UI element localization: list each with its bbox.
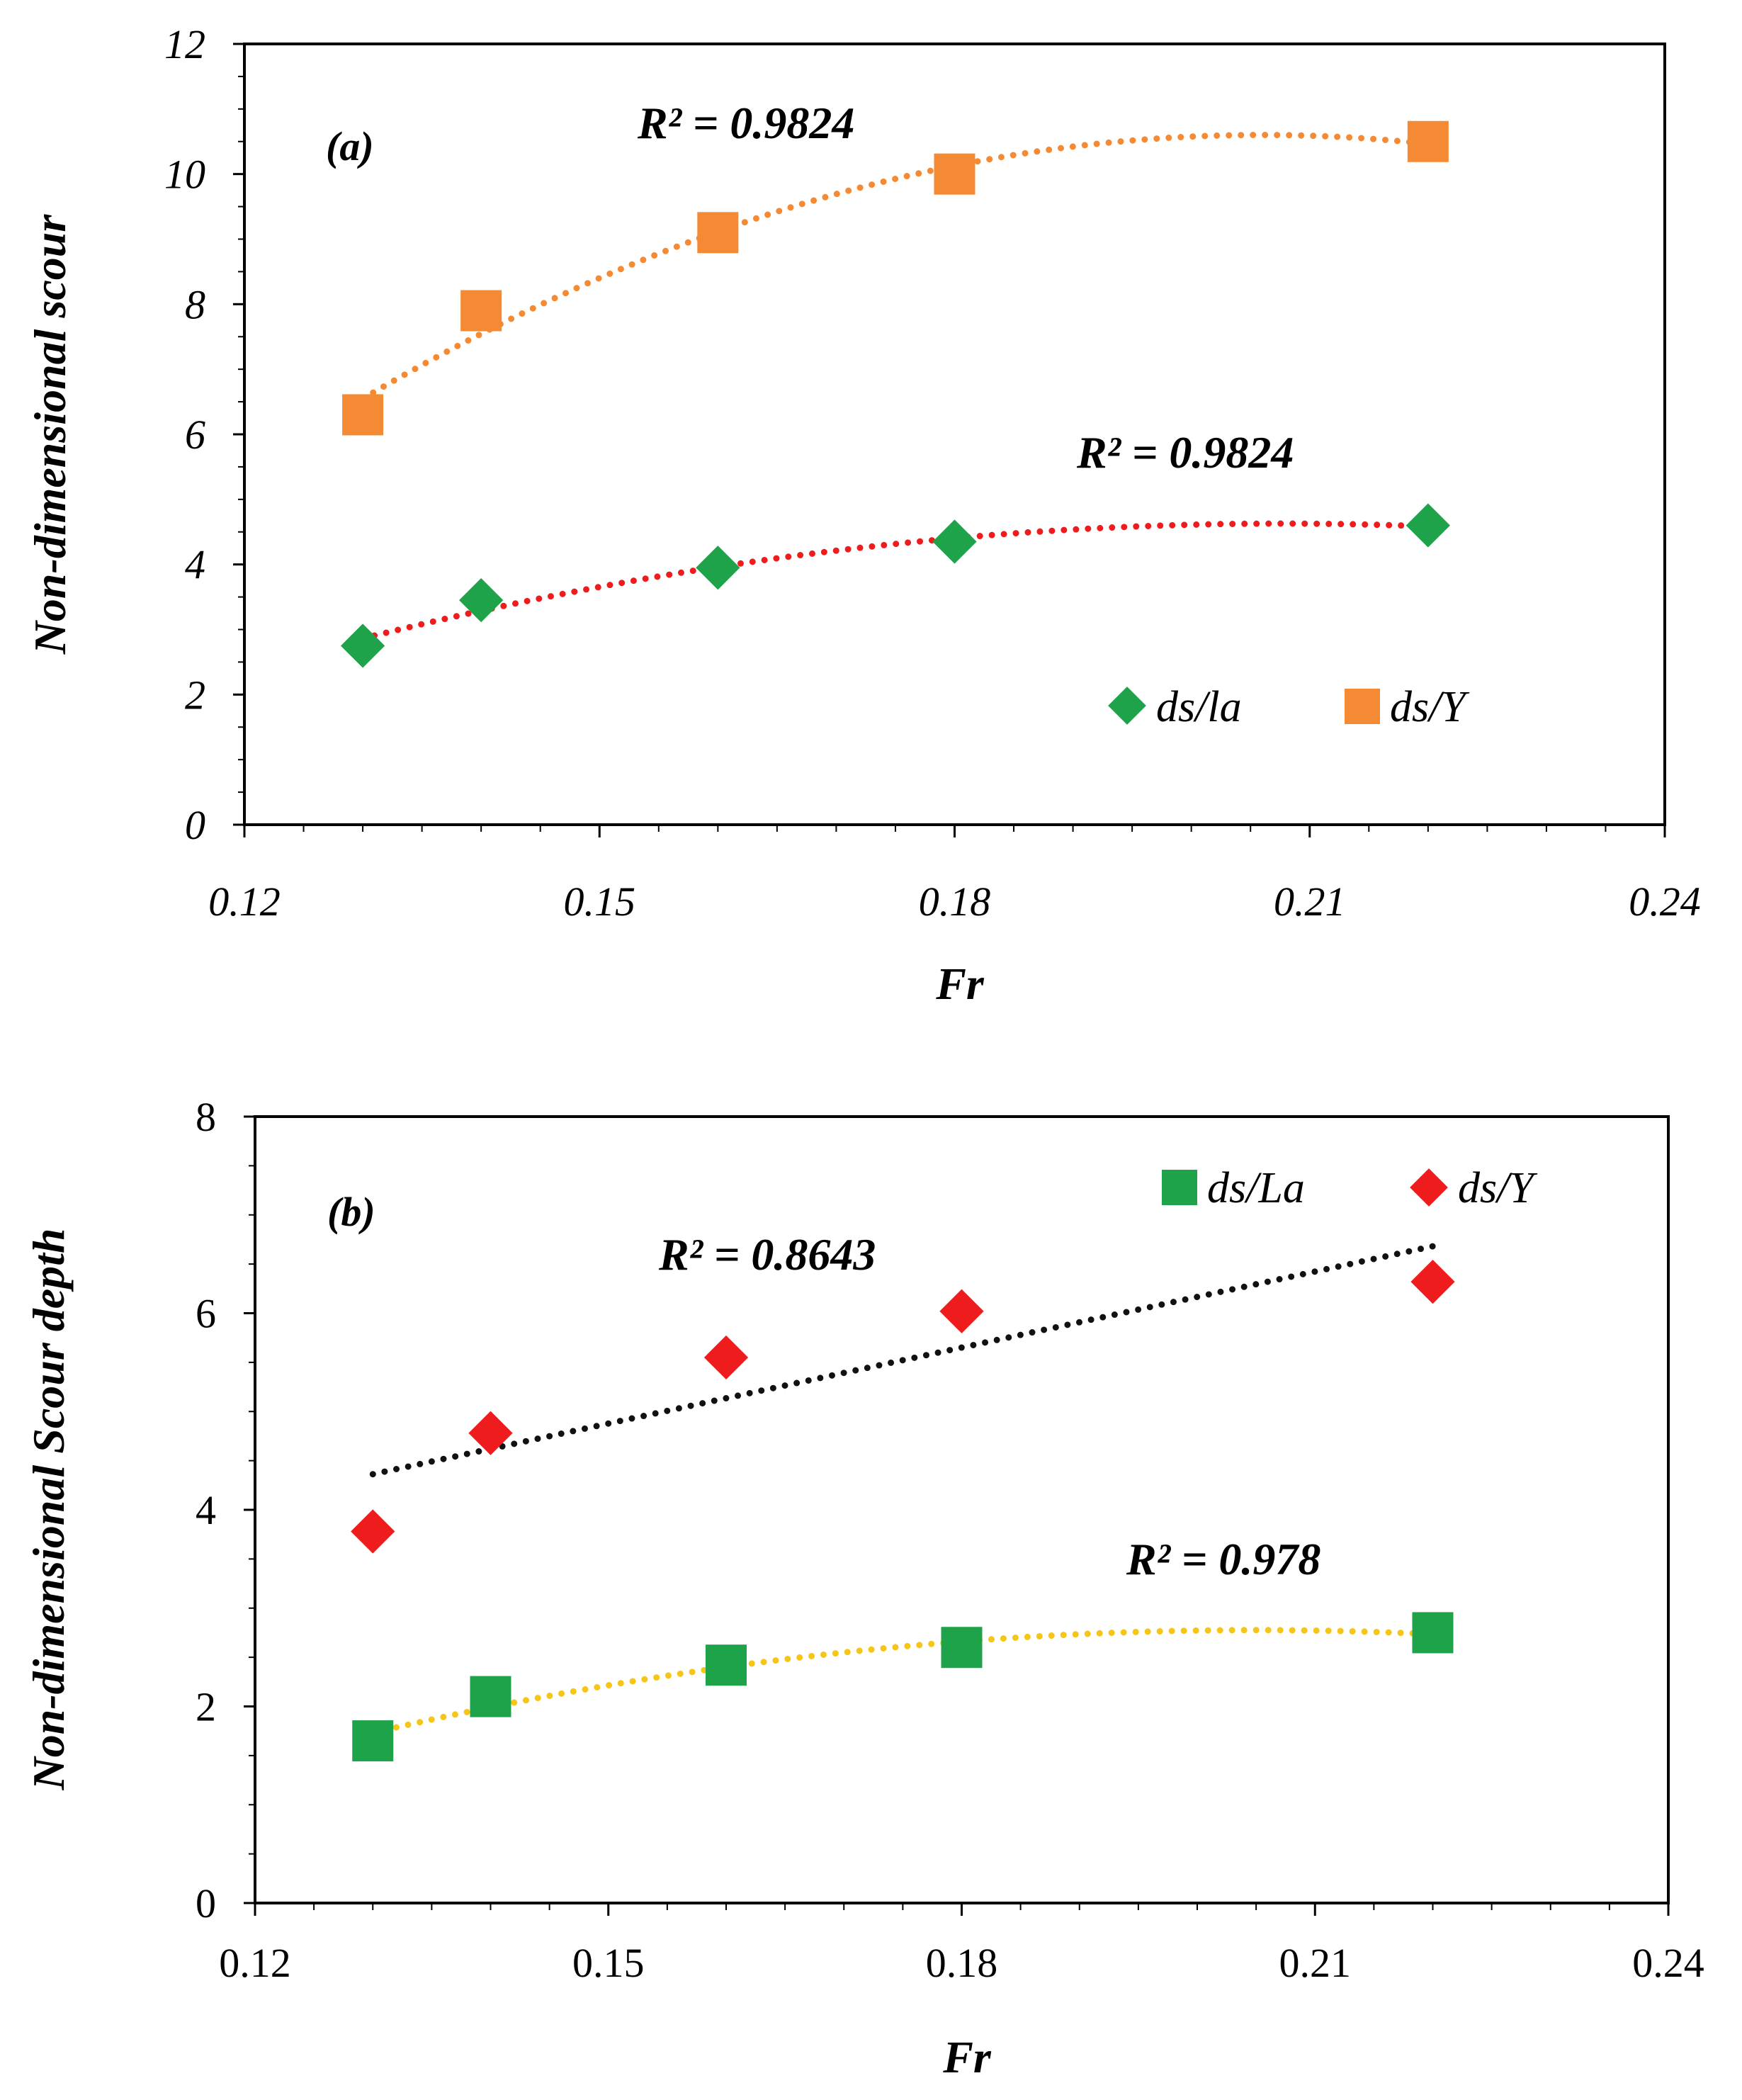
y-tick-label: 6 (185, 412, 205, 458)
legend-marker-dsLa (1162, 1170, 1197, 1205)
y-tick-label: 4 (196, 1487, 216, 1533)
legend-label-dsLa: ds/La (1207, 1164, 1305, 1212)
x-tick-label: 0.15 (564, 879, 636, 925)
y-tick-label: 8 (196, 1094, 216, 1140)
legend-marker-dsY-b (1410, 1168, 1448, 1207)
trendline-ds-la (359, 520, 1432, 642)
legend-b: ds/La ds/Y (1162, 1164, 1537, 1212)
trendlines-a (359, 132, 1432, 642)
r2-label-dsY-b: R² = 0.8643 (658, 1229, 876, 1280)
legend-a: ds/la ds/Y (1108, 683, 1469, 731)
point-ds-Y (468, 1411, 513, 1455)
legend-label-dsY-a: ds/Y (1390, 683, 1469, 731)
point-ds-Y (697, 212, 739, 254)
point-ds-La (941, 1627, 983, 1669)
point-ds-la (340, 623, 385, 668)
y-axis-ticks-a: 0 2 4 6 8 10 12 (164, 21, 244, 848)
point-ds-La (352, 1720, 394, 1762)
x-tick-label: 0.18 (919, 879, 991, 925)
x-tick-label: 0.21 (1274, 879, 1346, 925)
legend-label-dsY-b: ds/Y (1458, 1164, 1537, 1212)
point-ds-Y (460, 290, 502, 332)
x-axis-title-a: Fr (935, 959, 985, 1009)
x-tick-label: 0.24 (1632, 1940, 1704, 1986)
trendline-ds-Y (359, 132, 1432, 402)
point-ds-Y (934, 153, 975, 195)
y-tick-label: 4 (185, 542, 205, 588)
point-ds-La (470, 1676, 511, 1717)
plot-frame-b (254, 1115, 1670, 1904)
point-ds-la (459, 578, 504, 623)
y-tick-label: 0 (196, 1880, 216, 1926)
y-tick-label: 2 (196, 1684, 216, 1730)
y-tick-label: 6 (196, 1291, 216, 1337)
y-axis-title-a: Non-dimensional scour (25, 214, 75, 655)
point-ds-La (1412, 1612, 1454, 1654)
y-tick-label: 0 (185, 802, 205, 848)
panel-label-b: (b) (327, 1189, 375, 1235)
legend-label-dsla: ds/la (1156, 683, 1242, 731)
point-ds-Y (342, 394, 384, 436)
x-tick-label: 0.15 (572, 1940, 645, 1986)
point-ds-La (706, 1644, 747, 1686)
point-ds-la (932, 519, 977, 564)
legend-marker-dsY-a (1345, 689, 1380, 724)
point-ds-Y (1407, 120, 1449, 162)
y-tick-label: 12 (164, 21, 205, 67)
y-axis-ticks-b: 0 2 4 6 8 (196, 1094, 255, 1926)
point-ds-la (696, 546, 740, 590)
x-axis-title-b: Fr (942, 2032, 992, 2082)
chart-panel-b: 0 2 4 6 8 0.12 0.15 0.18 0.21 0.24 (b) R² = 0.86… (23, 1094, 1704, 2082)
x-axis-ticks-a: 0.12 0.15 0.18 0.21 0.24 (208, 825, 1701, 925)
x-tick-label: 0.21 (1279, 1940, 1352, 1986)
y-tick-label: 10 (164, 152, 205, 198)
trendlines-b (369, 1243, 1436, 1737)
r2-label-dsla-a: R² = 0.9824 (1076, 427, 1294, 478)
panel-label-a: (a) (326, 123, 374, 169)
x-tick-label: 0.24 (1629, 879, 1701, 925)
x-tick-label: 0.12 (219, 1940, 291, 1986)
r2-label-dsLa-b: R² = 0.978 (1126, 1534, 1320, 1584)
x-tick-label: 0.12 (208, 879, 281, 925)
x-axis-ticks-b: 0.12 0.15 0.18 0.21 0.24 (219, 1903, 1704, 1986)
chart-panel-a: 0 2 4 6 8 10 12 0.12 0.15 0.18 0.21 0.24 (a) R² = … (25, 21, 1701, 1009)
x-tick-label: 0.18 (926, 1940, 998, 1986)
y-axis-title-b: Non-dimensional Scour depth (23, 1228, 74, 1790)
r2-label-dsY-a: R² = 0.9824 (637, 98, 854, 148)
point-ds-la (1406, 503, 1450, 548)
data-points-a (340, 120, 1450, 668)
y-tick-label: 2 (185, 672, 205, 718)
y-tick-label: 8 (185, 281, 205, 327)
trendline-ds-Y (369, 1243, 1436, 1478)
trendline-ds-La (369, 1627, 1436, 1737)
